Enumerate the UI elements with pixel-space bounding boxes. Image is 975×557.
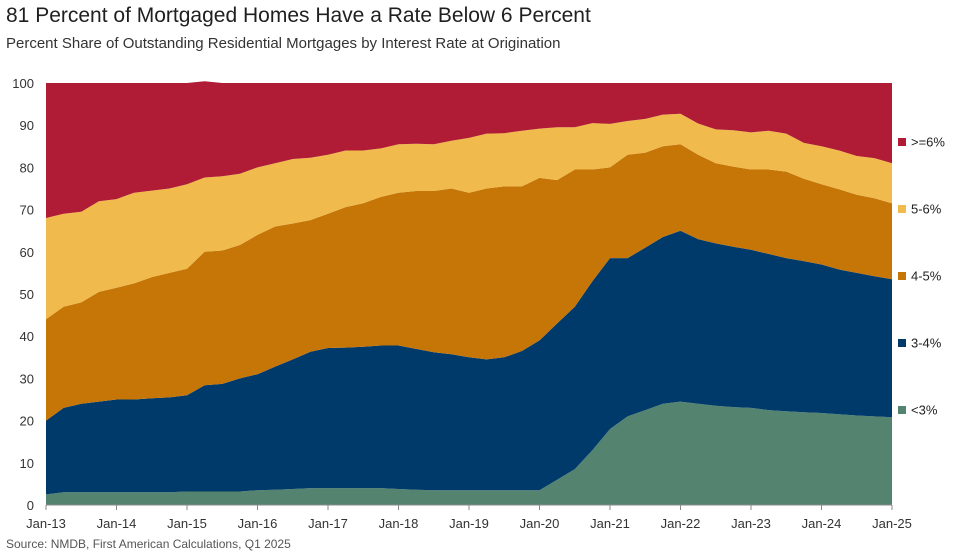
x-tick-label: Jan-25: [872, 516, 912, 531]
y-tick-label: 50: [20, 287, 34, 302]
legend-swatch: [898, 406, 906, 414]
legend: >=6% 5-6% 4-5% 3-4% <3%: [898, 135, 945, 418]
y-tick-label: 60: [20, 245, 34, 260]
area-series-4: [46, 81, 892, 218]
x-axis: Jan-13 Jan-14 Jan-15 Jan-16 Jan-17 Jan-18 Jan-…: [26, 504, 912, 531]
legend-swatch: [898, 205, 906, 213]
x-tick-label: Jan-14: [97, 516, 137, 531]
x-tick-label: Jan-17: [308, 516, 348, 531]
y-tick-label: 0: [27, 498, 34, 513]
x-tick-label: Jan-15: [167, 516, 207, 531]
legend-swatch: [898, 339, 906, 347]
legend-label: 3-4%: [911, 336, 942, 351]
y-tick-label: 80: [20, 160, 34, 175]
x-tick-label: Jan-22: [661, 516, 701, 531]
x-tick-label: Jan-24: [802, 516, 842, 531]
legend-label: <3%: [911, 403, 938, 418]
legend-label: 4-5%: [911, 269, 942, 284]
source-note: Source: NMDB, First American Calculation…: [6, 537, 291, 551]
chart-subtitle: Percent Share of Outstanding Residential…: [6, 35, 561, 52]
x-tick-label: Jan-21: [590, 516, 630, 531]
area-series-2: [46, 144, 892, 421]
x-tick-label: Jan-13: [26, 516, 66, 531]
x-tick-label: Jan-20: [520, 516, 560, 531]
legend-label: 5-6%: [911, 202, 942, 217]
x-tick-label: Jan-19: [449, 516, 489, 531]
y-tick-label: 40: [20, 329, 34, 344]
chart-title: 81 Percent of Mortgaged Homes Have a Rat…: [6, 4, 591, 27]
x-tick-label: Jan-23: [731, 516, 771, 531]
area-series-1: [46, 230, 892, 495]
y-tick-label: 20: [20, 414, 34, 429]
x-tick-label: Jan-16: [238, 516, 278, 531]
x-tick-label: Jan-18: [379, 516, 419, 531]
y-tick-label: 90: [20, 118, 34, 133]
y-tick-label: 10: [20, 456, 34, 471]
area-layer: [46, 81, 892, 505]
legend-label: >=6%: [911, 135, 945, 150]
area-series-0: [46, 401, 892, 505]
area-series-3: [46, 113, 892, 320]
y-tick-label: 30: [20, 371, 34, 386]
y-axis: 0 10 20 30 40 50 60 70 80 90 100: [12, 76, 34, 513]
y-tick-label: 70: [20, 203, 34, 218]
legend-swatch: [898, 272, 906, 280]
legend-swatch: [898, 138, 906, 146]
y-tick-label: 100: [12, 76, 34, 91]
